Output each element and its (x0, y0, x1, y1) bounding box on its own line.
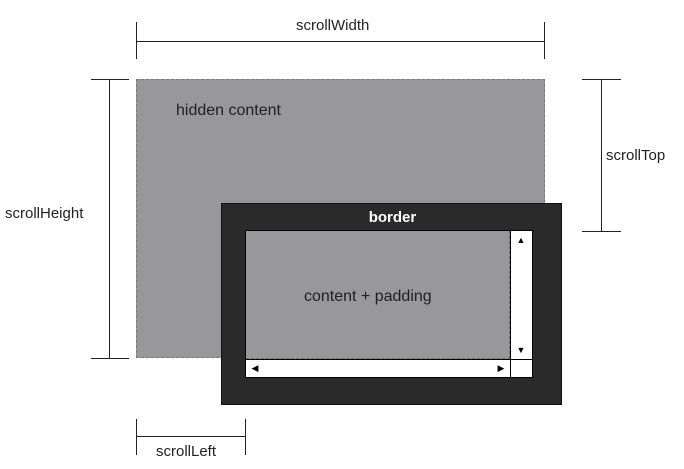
down-arrow-icon[interactable]: ▼ (516, 344, 526, 355)
scroll-left-label: scrollLeft (156, 443, 217, 460)
up-arrow-icon[interactable]: ▲ (516, 234, 526, 245)
content-padding-area: content + padding (246, 231, 510, 359)
scroll-width-label: scrollWidth (296, 17, 370, 34)
scroll-width-right-tick (544, 22, 545, 59)
scroll-left-right-tick (245, 419, 246, 455)
vertical-scrollbar[interactable]: ▲ ▼ (510, 231, 532, 359)
scroll-top-top-tick (582, 79, 621, 80)
border-label: border (368, 209, 417, 226)
scroll-left-line (136, 436, 245, 437)
scroll-width-left-tick (136, 22, 137, 59)
scroll-left-left-tick (136, 419, 137, 455)
scroll-height-label: scrollHeight (5, 205, 84, 222)
scroll-height-top-tick (91, 79, 129, 80)
right-arrow-icon[interactable]: ▶ (497, 362, 505, 373)
scroll-top-bottom-tick (582, 231, 621, 232)
hidden-content-label: hidden content (176, 102, 281, 119)
content-padding-label: content + padding (304, 288, 432, 305)
scroll-top-line (601, 79, 602, 231)
scroll-viewport: content + padding ▲ ▼ ◀ ▶ (245, 230, 533, 378)
left-arrow-icon[interactable]: ◀ (251, 362, 259, 373)
scrollbar-corner (510, 359, 532, 377)
horizontal-scrollbar[interactable]: ◀ ▶ (246, 359, 510, 377)
scroll-width-line (136, 41, 545, 42)
scroll-height-line (109, 79, 110, 358)
scroll-height-bottom-tick (91, 358, 129, 359)
scroll-top-label: scrollTop (606, 147, 666, 164)
